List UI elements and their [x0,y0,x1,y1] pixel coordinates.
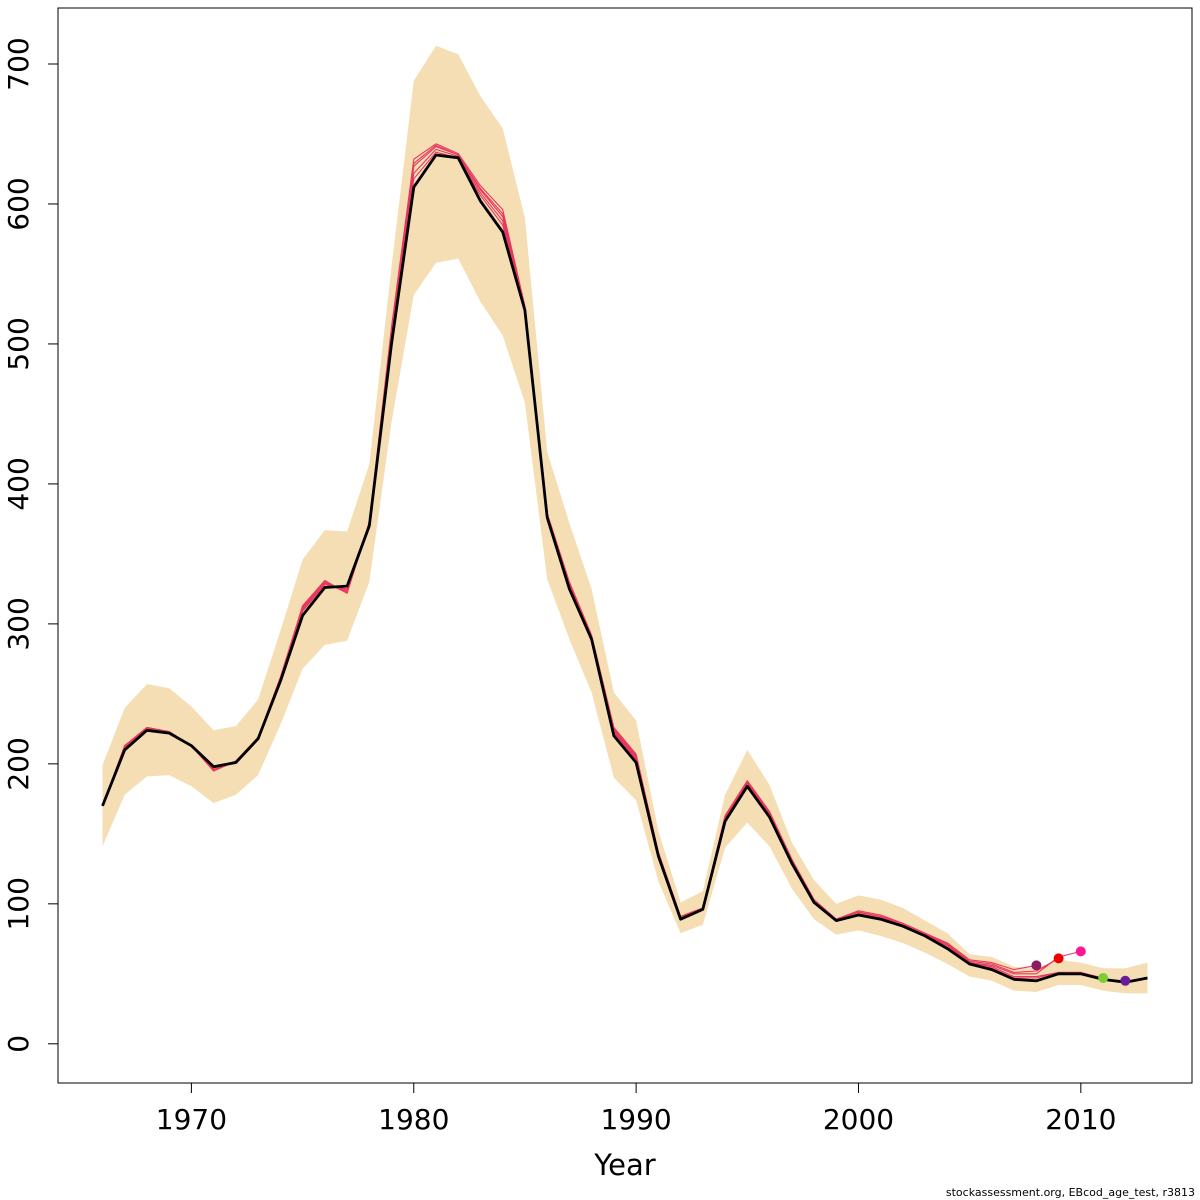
y-tick-label-700: 700 [2,37,35,90]
x-tick-label-1990: 1990 [600,1103,671,1136]
retro-endpoint-2011 [1098,973,1109,983]
y-tick-label-300: 300 [2,597,35,650]
y-tick-label-500: 500 [2,317,35,370]
x-axis: 1970 1980 1990 2000 2010 [156,1083,1116,1136]
footnote: stockassessment.org, EBcod_age_test, r38… [946,1186,1195,1199]
plot-area [101,45,1148,994]
retro-endpoint-2009 [1053,953,1064,964]
x-tick-label-2010: 2010 [1045,1103,1116,1136]
estimate-line [101,153,1148,984]
retro-endpoint-2010 [1075,946,1086,957]
x-axis-title: Year [593,1148,655,1182]
y-tick-label-100: 100 [2,877,35,930]
x-tick-label-1980: 1980 [378,1103,449,1136]
y-tick-label-600: 600 [2,177,35,230]
retro-endpoint-2008 [1031,960,1042,971]
retro-endpoint-2012 [1120,975,1131,986]
x-tick-label-2000: 2000 [823,1103,894,1136]
x-tick-label-1970: 1970 [156,1103,227,1136]
y-tick-label-200: 200 [2,737,35,790]
y-tick-label-400: 400 [2,457,35,510]
y-axis: 0 100 200 300 400 500 600 700 [2,37,58,1053]
plot-frame [57,7,1193,1084]
y-tick-label-0: 0 [2,1035,35,1053]
